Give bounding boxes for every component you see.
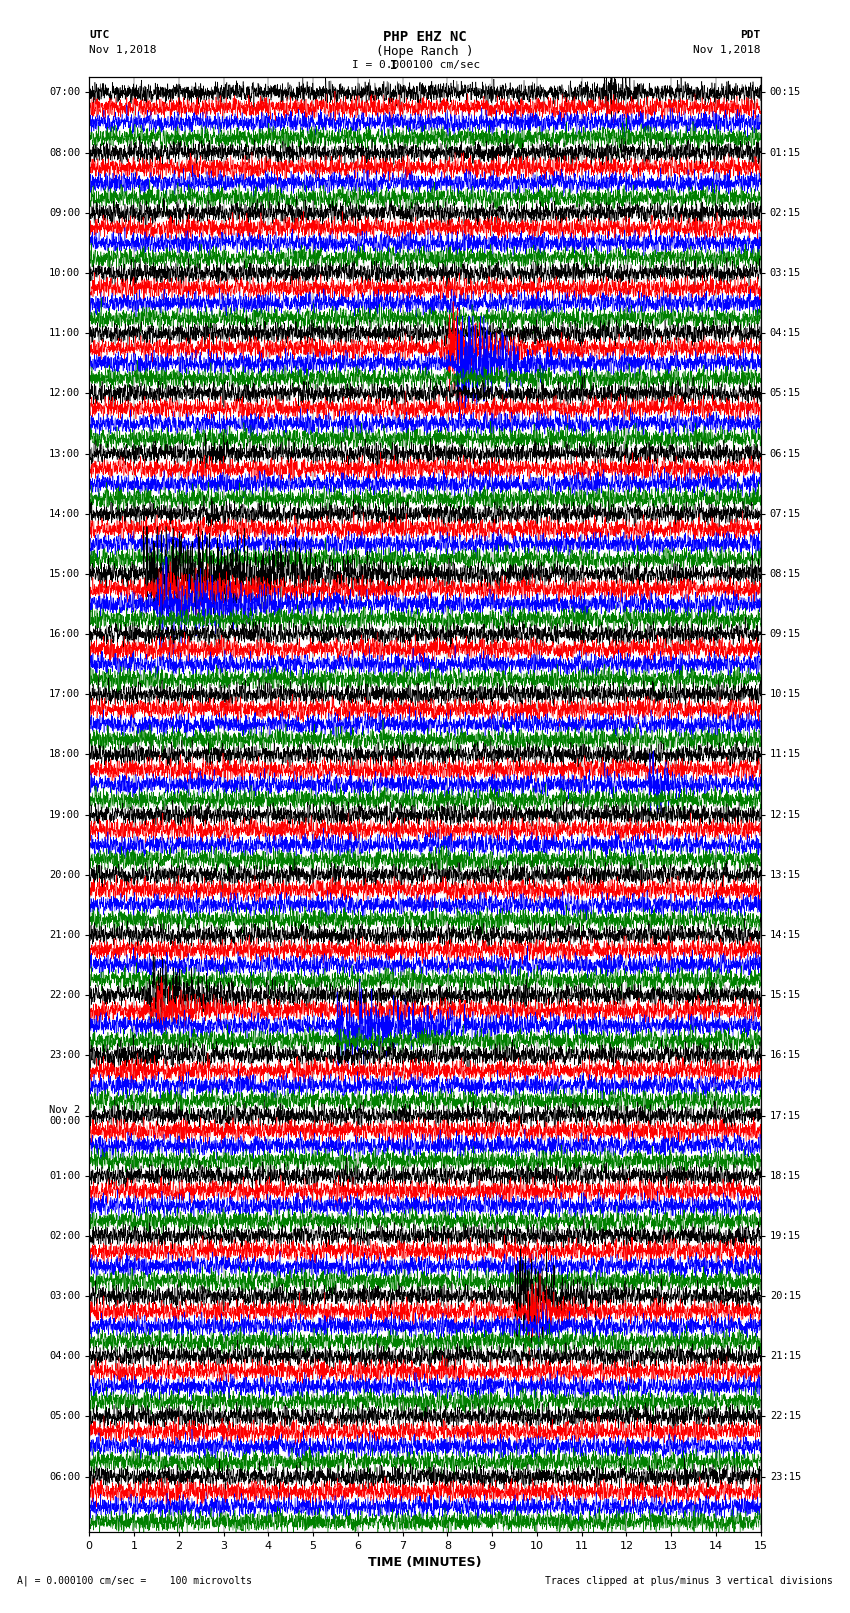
Text: A| = 0.000100 cm/sec =    100 microvolts: A| = 0.000100 cm/sec = 100 microvolts xyxy=(17,1576,252,1586)
X-axis label: TIME (MINUTES): TIME (MINUTES) xyxy=(368,1555,482,1568)
Text: I = 0.000100 cm/sec: I = 0.000100 cm/sec xyxy=(353,60,480,71)
Text: PHP EHZ NC: PHP EHZ NC xyxy=(383,31,467,44)
Text: I: I xyxy=(390,58,397,73)
Text: UTC: UTC xyxy=(89,31,110,40)
Text: Traces clipped at plus/minus 3 vertical divisions: Traces clipped at plus/minus 3 vertical … xyxy=(545,1576,833,1586)
Text: Nov 1,2018: Nov 1,2018 xyxy=(694,45,761,55)
Text: (Hope Ranch ): (Hope Ranch ) xyxy=(377,45,473,58)
Text: PDT: PDT xyxy=(740,31,761,40)
Text: Nov 1,2018: Nov 1,2018 xyxy=(89,45,156,55)
